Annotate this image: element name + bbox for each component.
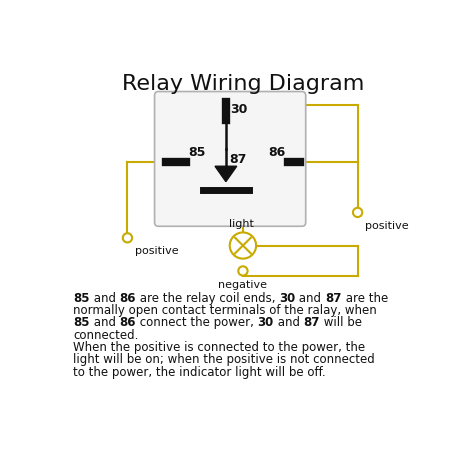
Text: and: and — [295, 292, 325, 305]
Text: and: and — [90, 316, 119, 329]
Text: will be: will be — [320, 316, 362, 329]
Text: connect the power,: connect the power, — [136, 316, 257, 329]
Circle shape — [238, 266, 247, 275]
Text: negative: negative — [219, 280, 267, 290]
Text: 87: 87 — [303, 316, 320, 329]
Text: 86: 86 — [119, 292, 136, 305]
Text: connected.: connected. — [73, 328, 138, 342]
Text: Relay Wiring Diagram: Relay Wiring Diagram — [122, 74, 364, 94]
Text: positive: positive — [135, 246, 179, 256]
Text: light will be on; when the positive is not connected: light will be on; when the positive is n… — [73, 353, 375, 366]
Text: When the positive is connected to the power, the: When the positive is connected to the po… — [73, 341, 365, 354]
Circle shape — [123, 233, 132, 242]
Text: and: and — [274, 316, 303, 329]
Text: and: and — [90, 292, 119, 305]
Text: 85: 85 — [73, 316, 90, 329]
Text: are the: are the — [342, 292, 388, 305]
Text: normally open contact terminals of the ralay, when: normally open contact terminals of the r… — [73, 304, 377, 317]
Text: 85: 85 — [73, 292, 90, 305]
Text: 30: 30 — [257, 316, 274, 329]
Text: to the power, the indicator light will be off.: to the power, the indicator light will b… — [73, 365, 326, 379]
Text: 86: 86 — [119, 316, 136, 329]
Circle shape — [230, 232, 256, 259]
Text: light: light — [229, 219, 254, 228]
Text: 30: 30 — [230, 103, 247, 116]
Text: 86: 86 — [268, 146, 286, 159]
Text: positive: positive — [365, 221, 409, 231]
Polygon shape — [215, 166, 237, 182]
Text: 87: 87 — [230, 153, 247, 166]
Circle shape — [353, 208, 362, 217]
FancyBboxPatch shape — [155, 91, 306, 226]
Text: are the relay coil ends,: are the relay coil ends, — [136, 292, 279, 305]
Text: 87: 87 — [325, 292, 342, 305]
Text: 85: 85 — [189, 146, 206, 159]
Text: 30: 30 — [279, 292, 295, 305]
